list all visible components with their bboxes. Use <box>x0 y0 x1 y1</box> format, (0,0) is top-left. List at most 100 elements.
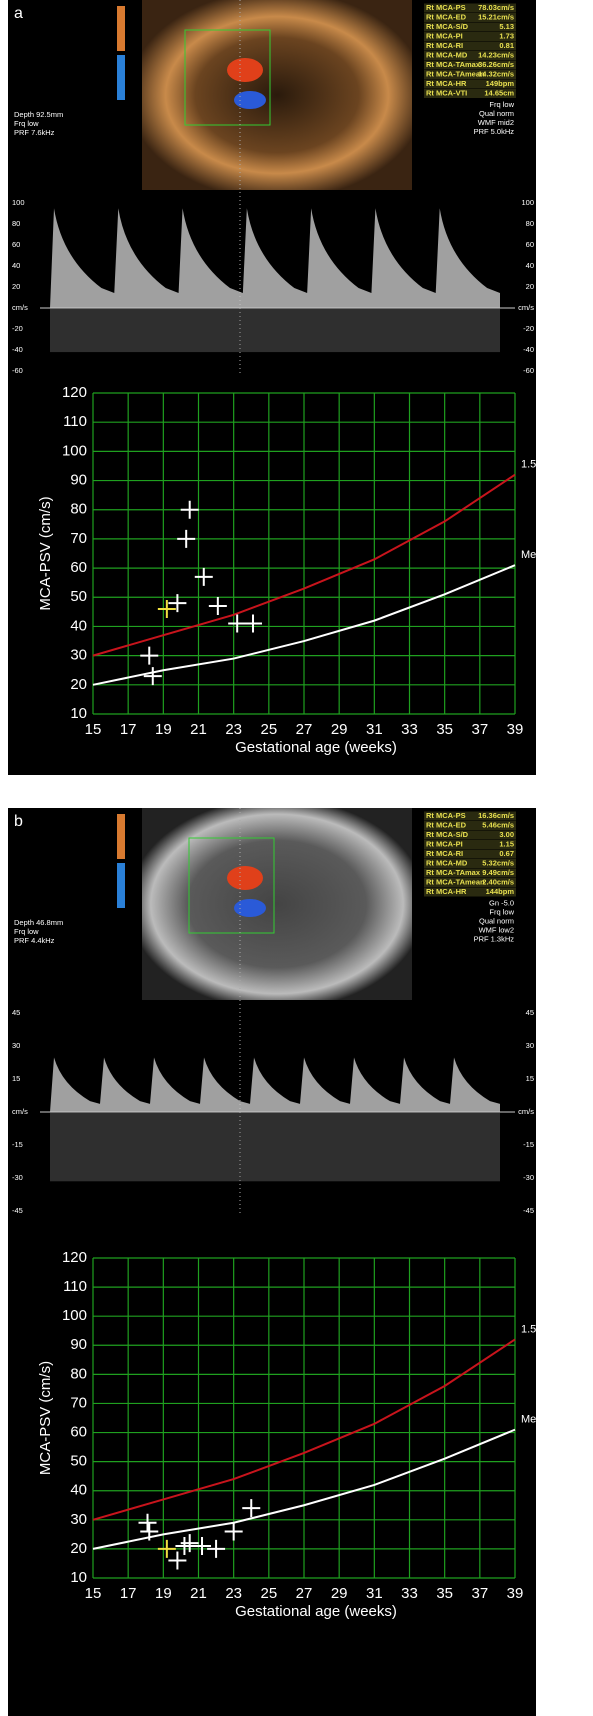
left-info: PRF 4.4kHz <box>14 936 55 945</box>
doppler-scale-left: 15 <box>12 1074 20 1083</box>
doppler-scale-left: -40 <box>12 345 23 354</box>
y-tick-label: 70 <box>70 1394 87 1411</box>
y-tick-label: 20 <box>70 676 87 693</box>
doppler-scale-left: -30 <box>12 1173 23 1182</box>
measurement-value: 9.49cm/s <box>482 868 514 877</box>
measurement-value: 3.00 <box>499 830 514 839</box>
doppler-scale-right: 20 <box>526 282 534 291</box>
setting: Gn -5.0 <box>489 898 514 907</box>
measurement-value: 14.23cm/s <box>478 50 514 59</box>
measurement-value: 144bpm <box>486 887 515 896</box>
x-tick-label: 29 <box>331 721 348 738</box>
y-tick-label: 60 <box>70 559 87 576</box>
measurement-value: 1.73 <box>499 31 514 40</box>
measurement-name: Rt MCA-S/D <box>426 22 469 31</box>
x-tick-label: 33 <box>401 1585 418 1602</box>
doppler-scale-right: 100 <box>521 198 534 207</box>
panel-label: b <box>14 813 23 830</box>
setting: Qual norm <box>479 916 514 925</box>
x-tick-label: 19 <box>155 1585 172 1602</box>
measurement-name: Rt MCA-ED <box>426 820 467 829</box>
x-tick-label: 23 <box>225 1585 242 1602</box>
measurement-value: 149bpm <box>486 79 515 88</box>
measurement-value: 16.36cm/s <box>478 811 514 820</box>
x-tick-label: 39 <box>507 721 524 738</box>
x-tick-label: 17 <box>120 721 137 738</box>
doppler-mirror <box>50 1112 500 1181</box>
y-tick-label: 40 <box>70 1482 87 1499</box>
setting: WMF mid2 <box>478 118 514 127</box>
x-tick-label: 31 <box>366 1585 383 1602</box>
y-tick-label: 70 <box>70 530 87 547</box>
left-info: Frq low <box>14 927 39 936</box>
y-tick-label: 50 <box>70 1453 87 1470</box>
measurement-value: 5.13 <box>499 22 514 31</box>
chart-background <box>8 375 536 775</box>
setting: WMF low2 <box>479 925 514 934</box>
left-info: Depth 46.8mm <box>14 918 63 927</box>
measurement-value: 78.03cm/s <box>478 3 514 12</box>
y-tick-label: 80 <box>70 501 87 518</box>
x-tick-label: 35 <box>436 1585 453 1602</box>
measurement-name: Rt MCA-PS <box>426 3 466 12</box>
setting: PRF 5.0kHz <box>474 127 515 136</box>
measurement-value: 1.15 <box>499 839 514 848</box>
doppler-scale-left: 30 <box>12 1041 20 1050</box>
x-axis-label: Gestational age (weeks) <box>235 1603 397 1620</box>
y-tick-label: 90 <box>70 1336 87 1353</box>
setting: Frq low <box>489 907 514 916</box>
color-bar-blue <box>117 55 125 100</box>
doppler-scale-left: 100 <box>12 198 25 207</box>
x-tick-label: 15 <box>85 721 102 738</box>
doppler-mirror <box>50 308 500 352</box>
measurement-name: Rt MCA-VTI <box>426 88 467 97</box>
x-tick-label: 39 <box>507 1585 524 1602</box>
measurement-name: Rt MCA-RI <box>426 849 463 858</box>
measurement-value: 5.46cm/s <box>482 820 514 829</box>
doppler-scale-right: 45 <box>526 1008 534 1017</box>
x-tick-label: 21 <box>190 721 207 738</box>
doppler-scale-right: 60 <box>526 240 534 249</box>
y-tick-label: 100 <box>62 442 87 459</box>
x-tick-label: 15 <box>85 1585 102 1602</box>
measurement-name: Rt MCA-MD <box>426 858 468 867</box>
x-tick-label: 35 <box>436 721 453 738</box>
setting: PRF 1.3kHz <box>474 934 515 943</box>
y-tick-label: 20 <box>70 1540 87 1557</box>
ultrasound-image <box>142 808 412 1000</box>
measurement-value: 15.21cm/s <box>478 12 514 21</box>
x-tick-label: 37 <box>471 1585 488 1602</box>
x-tick-label: 25 <box>260 721 277 738</box>
measurement-name: Rt MCA-TAmean <box>426 877 485 886</box>
x-tick-label: 17 <box>120 1585 137 1602</box>
x-tick-label: 33 <box>401 721 418 738</box>
measurement-name: Rt MCA-MD <box>426 50 468 59</box>
doppler-scale-left: -20 <box>12 324 23 333</box>
x-tick-label: 19 <box>155 721 172 738</box>
y-tick-label: 80 <box>70 1365 87 1382</box>
measurement-name: Rt MCA-PS <box>426 811 466 820</box>
doppler-scale-right: -20 <box>523 324 534 333</box>
measurement-name: Rt MCA-RI <box>426 41 463 50</box>
doppler-scale-left: 45 <box>12 1008 20 1017</box>
x-tick-label: 29 <box>331 1585 348 1602</box>
x-tick-label: 27 <box>296 1585 313 1602</box>
doppler-scale-right: -40 <box>523 345 534 354</box>
doppler-scale-right: 80 <box>526 219 534 228</box>
doppler-scale-right: 40 <box>526 261 534 270</box>
y-tick-label: 110 <box>63 1278 87 1295</box>
measurement-value: 36.26cm/s <box>478 60 514 69</box>
left-info: Depth 92.5mm <box>14 110 63 119</box>
setting: Qual norm <box>479 109 514 118</box>
doppler-scale-left: 60 <box>12 240 20 249</box>
y-tick-label: 10 <box>70 705 87 722</box>
curve-label: Median <box>521 1414 557 1426</box>
doppler-scale-left: 40 <box>12 261 20 270</box>
y-tick-label: 40 <box>70 617 87 634</box>
measurement-value: 0.67 <box>499 849 514 858</box>
measurement-value: 5.32cm/s <box>482 858 514 867</box>
color-bar-red <box>117 6 125 51</box>
y-tick-label: 90 <box>70 472 87 489</box>
doppler-scale-left: -60 <box>12 366 23 375</box>
measurement-name: Rt MCA-HR <box>426 79 467 88</box>
